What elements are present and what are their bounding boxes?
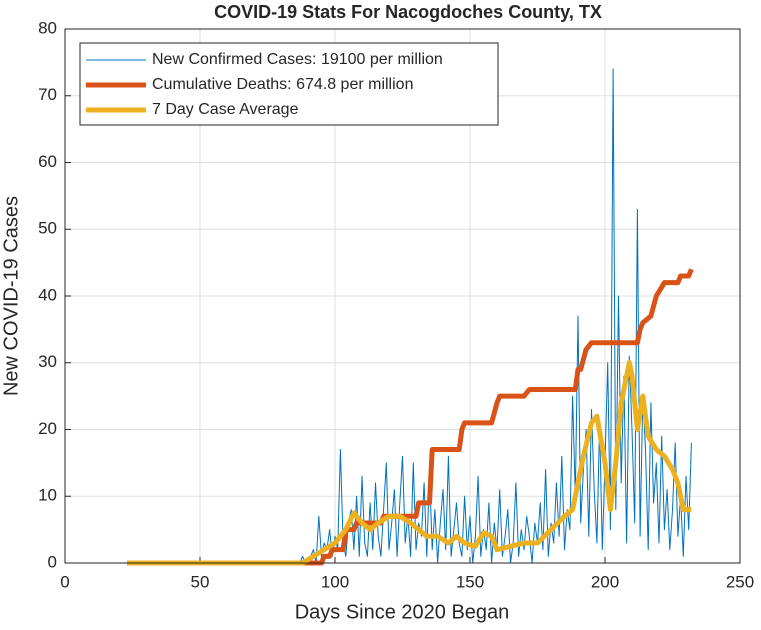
legend-label: New Confirmed Cases: 19100 per million (152, 51, 443, 68)
y-tick-label: 70 (38, 85, 57, 104)
x-tick-label: 0 (60, 572, 69, 591)
legend-label: 7 Day Case Average (152, 101, 299, 118)
x-tick-label: 250 (726, 572, 754, 591)
x-tick-label: 100 (321, 572, 349, 591)
x-axis-label: Days Since 2020 Began (295, 601, 510, 623)
legend: New Confirmed Cases: 19100 per million Cu… (79, 42, 499, 126)
y-tick-label: 30 (38, 352, 57, 371)
y-tick-label: 0 (48, 552, 57, 571)
y-axis-label: New COVID-19 Cases (0, 196, 22, 396)
legend-box (79, 42, 499, 126)
chart-title: COVID-19 Stats For Nacogdoches County, T… (214, 2, 602, 22)
series-line (127, 360, 692, 566)
y-tick-label: 10 (38, 486, 57, 505)
x-tick-label: 50 (191, 572, 210, 591)
y-tick-label: 80 (38, 18, 57, 37)
plot-frame (64, 28, 741, 564)
x-tick-label: 150 (456, 572, 484, 591)
y-tick-label: 50 (38, 219, 57, 238)
y-tick-label: 60 (38, 152, 57, 171)
legend-label: Cumulative Deaths: 674.8 per million (152, 76, 413, 93)
y-tick-label: 40 (38, 285, 57, 304)
y-tick-label: 20 (38, 419, 57, 438)
x-tick-label: 200 (591, 572, 619, 591)
